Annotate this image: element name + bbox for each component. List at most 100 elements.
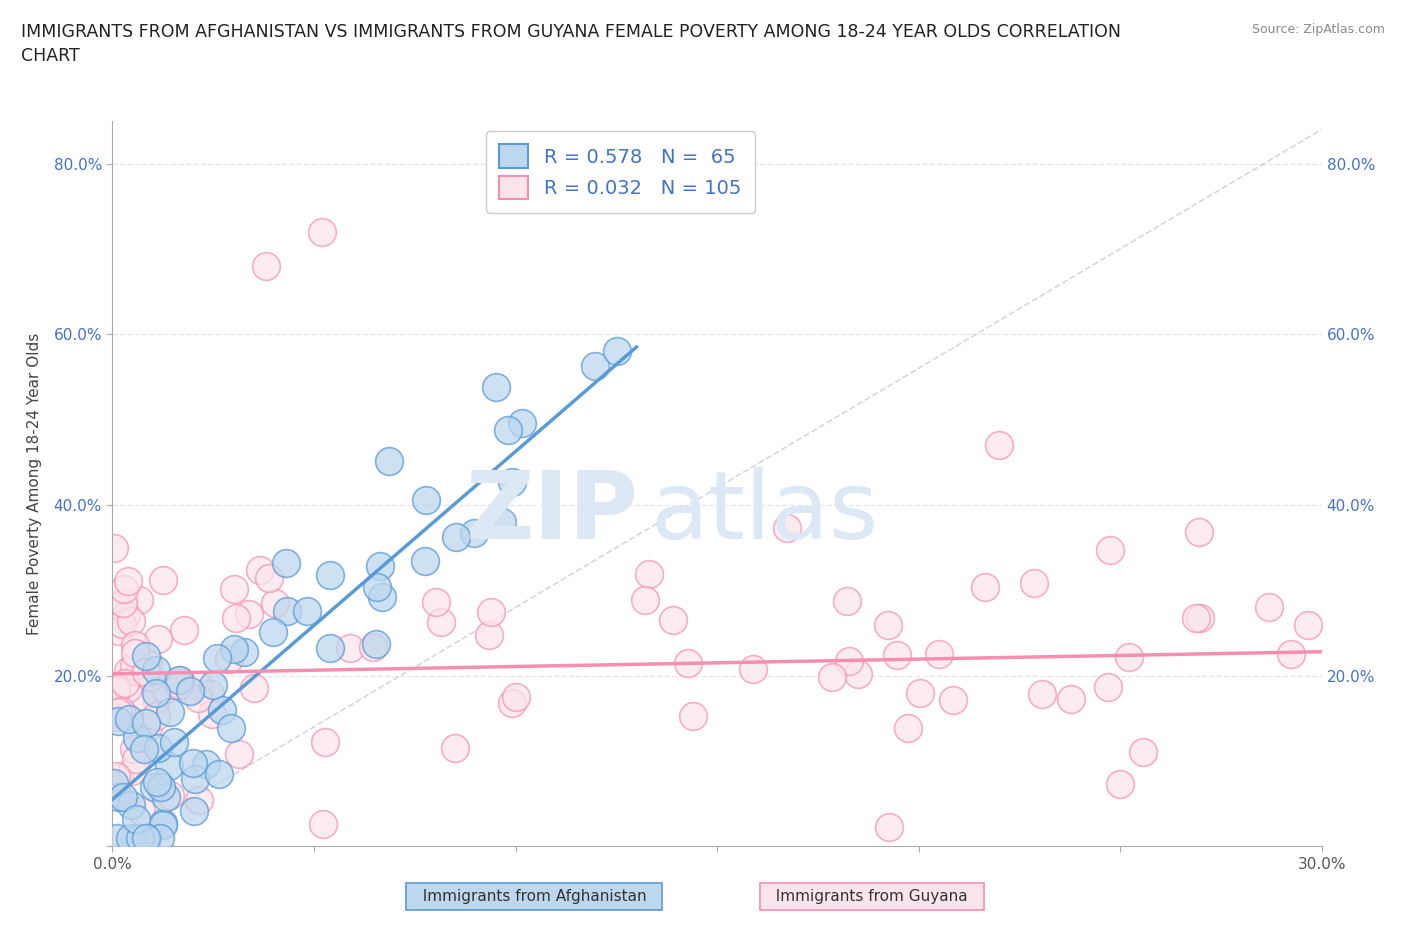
Point — [485, 380, 508, 395]
Point — [112, 581, 135, 596]
Point — [202, 678, 225, 693]
Point — [201, 706, 224, 721]
Point — [638, 566, 661, 581]
Point — [145, 692, 167, 707]
Point — [262, 625, 284, 640]
Point — [276, 604, 298, 618]
Point — [312, 817, 335, 831]
Point — [159, 704, 181, 719]
Point — [108, 771, 131, 786]
Point — [114, 676, 136, 691]
Point — [111, 596, 134, 611]
Point — [218, 651, 240, 666]
Point — [243, 681, 266, 696]
Point — [430, 614, 453, 629]
Point — [820, 670, 842, 684]
Text: Source: ZipAtlas.com: Source: ZipAtlas.com — [1251, 23, 1385, 36]
Point — [107, 623, 129, 638]
Point — [110, 704, 132, 719]
Point — [111, 617, 134, 631]
Point — [211, 703, 233, 718]
Point — [1184, 611, 1206, 626]
Point — [1118, 650, 1140, 665]
Point — [143, 779, 166, 794]
Point — [128, 592, 150, 607]
Point — [1097, 679, 1119, 694]
Point — [222, 581, 245, 596]
Text: atlas: atlas — [651, 467, 879, 559]
Point — [1298, 618, 1320, 632]
Point — [124, 637, 146, 652]
Point — [606, 343, 628, 358]
Point — [1258, 600, 1281, 615]
Point — [314, 735, 336, 750]
Point — [107, 790, 129, 804]
Point — [103, 710, 125, 724]
Point — [148, 740, 170, 755]
Point — [125, 812, 148, 827]
Point — [145, 663, 167, 678]
Point — [136, 830, 159, 845]
Point — [254, 259, 277, 273]
Point — [319, 568, 342, 583]
Point — [238, 606, 260, 621]
Point — [413, 554, 436, 569]
Point — [877, 819, 900, 834]
Point — [122, 741, 145, 756]
Point — [361, 639, 384, 654]
Point — [311, 224, 333, 239]
Point — [135, 830, 157, 845]
Point — [444, 740, 467, 755]
Point — [104, 768, 127, 783]
Point — [166, 674, 188, 689]
Point — [233, 644, 256, 659]
Point — [155, 790, 177, 804]
Point — [152, 816, 174, 830]
Point — [183, 804, 205, 818]
Point — [122, 659, 145, 674]
Point — [115, 607, 138, 622]
Point — [103, 776, 125, 790]
Point — [110, 679, 132, 694]
Point — [155, 682, 177, 697]
Point — [1031, 687, 1053, 702]
Point — [1132, 745, 1154, 760]
Point — [897, 721, 920, 736]
Point — [371, 590, 394, 604]
Point — [159, 788, 181, 803]
Text: Immigrants from Afghanistan: Immigrants from Afghanistan — [412, 889, 657, 904]
Point — [125, 751, 148, 766]
Point — [682, 709, 704, 724]
Y-axis label: Female Poverty Among 18-24 Year Olds: Female Poverty Among 18-24 Year Olds — [28, 333, 42, 634]
Point — [181, 755, 204, 770]
Point — [661, 612, 683, 627]
Point — [366, 637, 388, 652]
Point — [634, 592, 657, 607]
Point — [219, 721, 242, 736]
Point — [157, 759, 180, 774]
Point — [319, 641, 342, 656]
Point — [118, 830, 141, 845]
Point — [1060, 692, 1083, 707]
Point — [257, 571, 280, 586]
Point — [491, 514, 513, 529]
Point — [496, 422, 519, 437]
Point — [146, 775, 169, 790]
Point — [942, 692, 965, 707]
Point — [111, 790, 134, 804]
Point — [378, 453, 401, 468]
Point — [501, 475, 523, 490]
Point — [444, 529, 467, 544]
Point — [131, 689, 153, 704]
Point — [222, 642, 245, 657]
Point — [101, 698, 124, 713]
Point — [741, 661, 763, 676]
Point — [107, 705, 129, 720]
Point — [163, 735, 186, 750]
Point — [1098, 542, 1121, 557]
Point — [501, 696, 523, 711]
Point — [1279, 646, 1302, 661]
Text: Immigrants from Guyana: Immigrants from Guyana — [766, 889, 977, 904]
Point — [370, 559, 392, 574]
Point — [167, 672, 190, 687]
